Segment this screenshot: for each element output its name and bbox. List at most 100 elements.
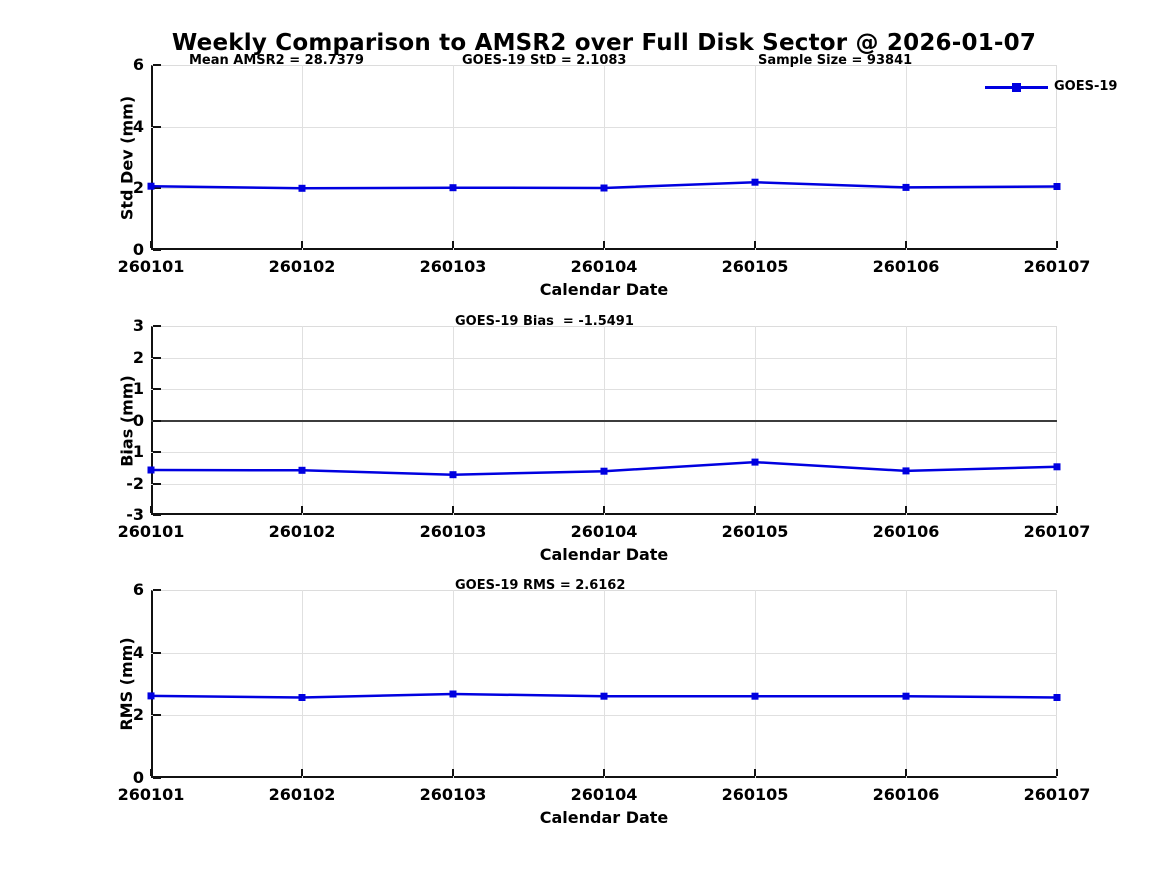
data-point-marker [147,466,155,474]
data-point-marker [1053,183,1061,190]
annotation: Sample Size = 93841 [758,53,913,68]
y-tick-label: -1 [126,442,144,461]
v-gridline [755,65,756,250]
data-point-marker [600,692,608,700]
x-tick [150,769,152,776]
x-tick-label: 260106 [872,257,940,276]
x-tick [1056,769,1058,776]
y-tick-label: 1 [132,379,144,398]
x-tick [301,506,303,513]
y-tick-label: -3 [126,505,144,524]
x-tick [301,241,303,248]
x-tick-label: 260106 [872,785,940,804]
x-tick [603,769,605,776]
y-tick [153,249,161,251]
annotation: GOES-19 RMS = 2.6162 [455,578,626,593]
v-gridline [302,590,303,778]
x-tick [754,241,756,248]
data-line-svg [147,690,1061,701]
annotation: GOES-19 StD = 2.1083 [462,53,627,68]
x-tick [905,241,907,248]
data-point-marker [902,467,910,475]
data-point-marker [1053,463,1061,471]
x-tick [150,506,152,513]
x-tick-label: 260103 [419,257,487,276]
x-tick [301,769,303,776]
x-tick [1056,506,1058,513]
y-tick [153,187,161,190]
data-point-marker [298,694,306,701]
x-tick-label: 260105 [721,785,789,804]
data-point-marker [600,467,608,475]
x-tick-label: 260104 [570,257,638,276]
y-tick-label: -2 [126,473,144,493]
legend-marker-icon [1012,83,1021,92]
annotation: GOES-19 Bias = -1.5491 [455,314,634,329]
y-tick [153,419,161,422]
x-tick-label: 260105 [721,522,789,541]
v-gridline [906,590,907,778]
x-tick-label: 260104 [570,785,638,804]
x-tick-label: 260102 [268,522,336,541]
y-tick-label: 6 [132,55,144,74]
data-point-marker [449,184,457,192]
x-tick-label: 260101 [117,785,185,804]
data-line-svg [147,178,1061,192]
v-gridline [604,65,605,250]
v-gridline [302,65,303,250]
data-point-marker [298,184,306,192]
data-point-marker [751,458,759,466]
y-tick-label: 2 [132,705,144,725]
x-tick-label: 260103 [419,522,487,541]
data-point-marker [1053,694,1061,701]
data-point-marker [298,466,306,474]
y-tick-label: 0 [132,240,144,259]
x-axis-label: Calendar Date [539,280,669,299]
x-tick [905,769,907,776]
y-tick-label: 2 [132,178,144,198]
data-point-marker [751,178,759,186]
v-gridline [604,590,605,778]
x-tick [603,506,605,513]
x-tick [452,769,454,776]
v-gridline [453,590,454,778]
x-tick [452,506,454,513]
y-tick [153,125,161,128]
y-axis-label: RMS (mm) [117,637,136,731]
annotation: Mean AMSR2 = 28.7379 [189,53,364,68]
x-tick [603,241,605,248]
data-point-marker [147,182,155,190]
x-axis-label: Calendar Date [539,808,669,827]
y-tick-label: 4 [132,642,144,662]
data-point-marker [147,692,155,700]
y-tick-label: 6 [132,580,144,599]
x-tick-label: 260102 [268,785,336,804]
x-tick [1056,241,1058,248]
y-tick [153,714,161,717]
x-axis-label: Calendar Date [539,545,669,564]
x-tick-label: 260107 [1023,522,1091,541]
figure-title: Weekly Comparison to AMSR2 over Full Dis… [171,30,1037,56]
y-tick [153,777,161,779]
y-tick [153,356,161,359]
x-tick-label: 260106 [872,522,940,541]
y-tick [153,64,161,66]
x-tick-label: 260102 [268,257,336,276]
x-tick-label: 260104 [570,522,638,541]
x-tick-label: 260107 [1023,785,1091,804]
y-tick-label: 0 [132,768,144,787]
x-tick-label: 260101 [117,257,185,276]
v-gridline [906,65,907,250]
data-point-marker [751,692,759,700]
v-gridline [453,65,454,250]
y-tick [153,451,161,453]
y-tick-label: 3 [132,316,144,335]
x-tick-label: 260101 [117,522,185,541]
data-point-marker [902,183,910,191]
x-tick [452,241,454,248]
x-tick-label: 260103 [419,785,487,804]
x-tick-label: 260107 [1023,257,1091,276]
x-tick [754,769,756,776]
y-tick-label: 4 [132,116,144,136]
